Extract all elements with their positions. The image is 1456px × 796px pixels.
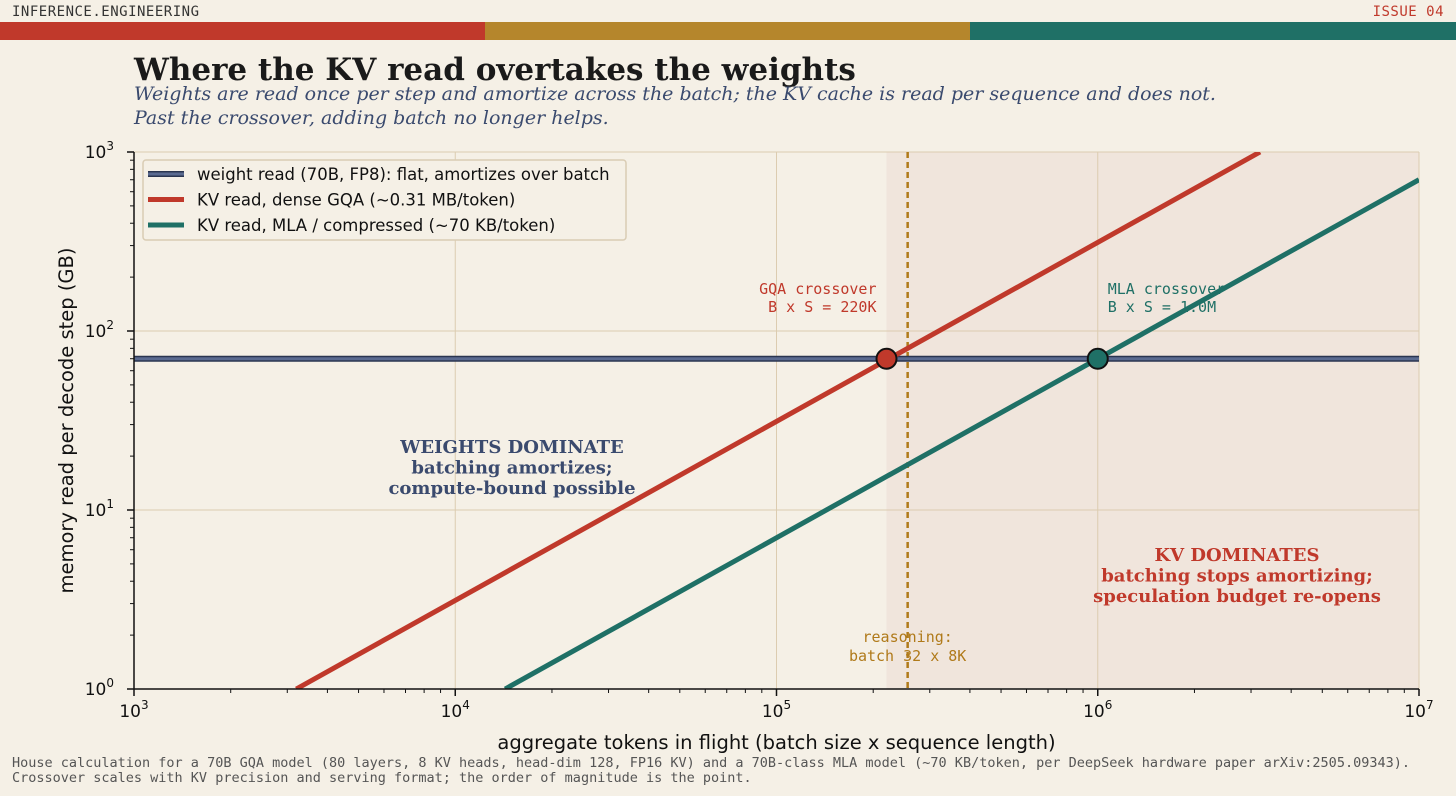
mla-crossover-value: B x S = 1.0M xyxy=(1108,298,1216,316)
y-tick-label: 100 xyxy=(85,676,114,700)
stripe-teal xyxy=(970,22,1456,40)
weights-dominate-annotation: WEIGHTS DOMINATE xyxy=(399,437,624,458)
weights-dominate-annotation: compute-bound possible xyxy=(388,478,635,499)
x-axis-label: aggregate tokens in flight (batch size x… xyxy=(497,731,1055,754)
legend-box xyxy=(142,159,627,241)
mla-crossover-point xyxy=(1086,347,1109,370)
chart-subtitle: Weights are read once per step and amort… xyxy=(134,83,1216,129)
legend-entry: KV read, MLA / compressed (~70 KB/token) xyxy=(197,216,555,235)
kv-dominates-annotation: batching stops amortizing; xyxy=(1101,566,1373,587)
y-tick-exponent: 0 xyxy=(106,676,114,690)
kv-dominates-annotation: speculation budget re-opens xyxy=(1093,586,1381,607)
x-tick-label: 104 xyxy=(441,698,470,722)
x-tick-exponent: 3 xyxy=(141,698,149,712)
footnote: House calculation for a 70B GQA model (8… xyxy=(12,755,1410,786)
y-tick-exponent: 1 xyxy=(106,497,114,511)
stripe-red xyxy=(0,22,485,40)
x-tick-label: 103 xyxy=(119,698,148,722)
x-tick-label: 107 xyxy=(1404,698,1433,722)
y-tick-label: 101 xyxy=(85,497,114,521)
gqa-crossover-point xyxy=(875,347,898,370)
y-tick-exponent: 3 xyxy=(106,139,114,153)
weights-dominate-annotation: batching amortizes; xyxy=(411,458,612,479)
kv-dominates-annotation: KV DOMINATES xyxy=(1154,545,1319,566)
y-tick-label: 103 xyxy=(85,139,114,163)
legend-entry: KV read, dense GQA (~0.31 MB/token) xyxy=(197,191,515,210)
reasoning-value: batch 32 x 8K xyxy=(849,647,966,665)
legend-entry: weight read (70B, FP8): flat, amortizes … xyxy=(197,165,610,184)
y-axis-label: memory read per decode step (GB) xyxy=(55,247,78,593)
stripe-gold xyxy=(485,22,970,40)
issue-label: ISSUE 04 xyxy=(1372,4,1444,20)
chart-title: Where the KV read overtakes the weights xyxy=(134,52,856,88)
gqa-kv-read-line xyxy=(295,152,1262,689)
x-tick-exponent: 7 xyxy=(1426,698,1434,712)
gqa-crossover-label: GQA crossover xyxy=(759,280,876,298)
x-tick-exponent: 4 xyxy=(462,698,470,712)
x-tick-exponent: 6 xyxy=(1105,698,1113,712)
brand-label: INFERENCE.ENGINEERING xyxy=(12,4,200,20)
kv-dominates-region xyxy=(886,152,1419,689)
x-tick-label: 105 xyxy=(762,698,791,722)
header-stripe xyxy=(0,22,1456,40)
series-group xyxy=(134,152,1419,689)
mla-kv-read-line xyxy=(503,177,1419,689)
legend: weight read (70B, FP8): flat, amortizes … xyxy=(142,159,627,241)
reasoning-label: reasoning: xyxy=(862,628,952,646)
x-tick-label: 106 xyxy=(1083,698,1112,722)
gqa-crossover-value: B x S = 220K xyxy=(768,298,876,316)
mla-crossover-label: MLA crossover xyxy=(1108,280,1225,298)
y-tick-exponent: 2 xyxy=(106,318,114,332)
y-tick-label: 102 xyxy=(85,318,114,342)
x-tick-exponent: 5 xyxy=(784,698,792,712)
